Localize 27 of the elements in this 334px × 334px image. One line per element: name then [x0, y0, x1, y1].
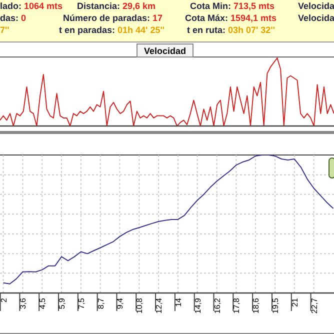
- x-tick-label: 14: [174, 297, 183, 307]
- x-tick-label: 9,4: [116, 297, 125, 310]
- x-tick-label: 18,6: [252, 297, 261, 314]
- text: lado: 1064 mts: [0, 1, 63, 11]
- x-tick-label: 4,5: [38, 297, 48, 310]
- text: das: 0: [0, 13, 26, 23]
- x-tick-label: 21: [290, 297, 300, 307]
- x-tick-label: 10,8: [135, 297, 144, 314]
- x-tick-label: 5,9: [58, 297, 67, 310]
- x-tick-label: 16,2: [212, 297, 222, 314]
- x-tick-label: 2: [0, 297, 8, 302]
- x-tick-label: 12,4: [154, 297, 164, 314]
- chart-title: Velocidad: [144, 46, 186, 56]
- text: t en ruta: 03h 07' 32'': [187, 25, 275, 35]
- x-tick-label: 22,7: [310, 297, 319, 314]
- text: Cota Máx: 1594,1 mts: [185, 13, 277, 23]
- text: Distancia: 29,6 km: [77, 1, 156, 11]
- x-tick-label: 17,8: [232, 297, 242, 314]
- text: 7'': [0, 25, 10, 35]
- text: Número de paradas: 17: [63, 13, 163, 23]
- x-tick-label: 14,9: [193, 297, 202, 314]
- x-tick-label: 3,6: [18, 297, 28, 310]
- x-tick-label: 19,5: [270, 297, 280, 314]
- text: t en paradas: 01h 44' 25'': [59, 25, 164, 35]
- x-tick-label: 7,5: [76, 297, 86, 310]
- x-tick-label: 8,7: [96, 297, 106, 310]
- text: Cota Min: 713,5 mts: [190, 1, 275, 11]
